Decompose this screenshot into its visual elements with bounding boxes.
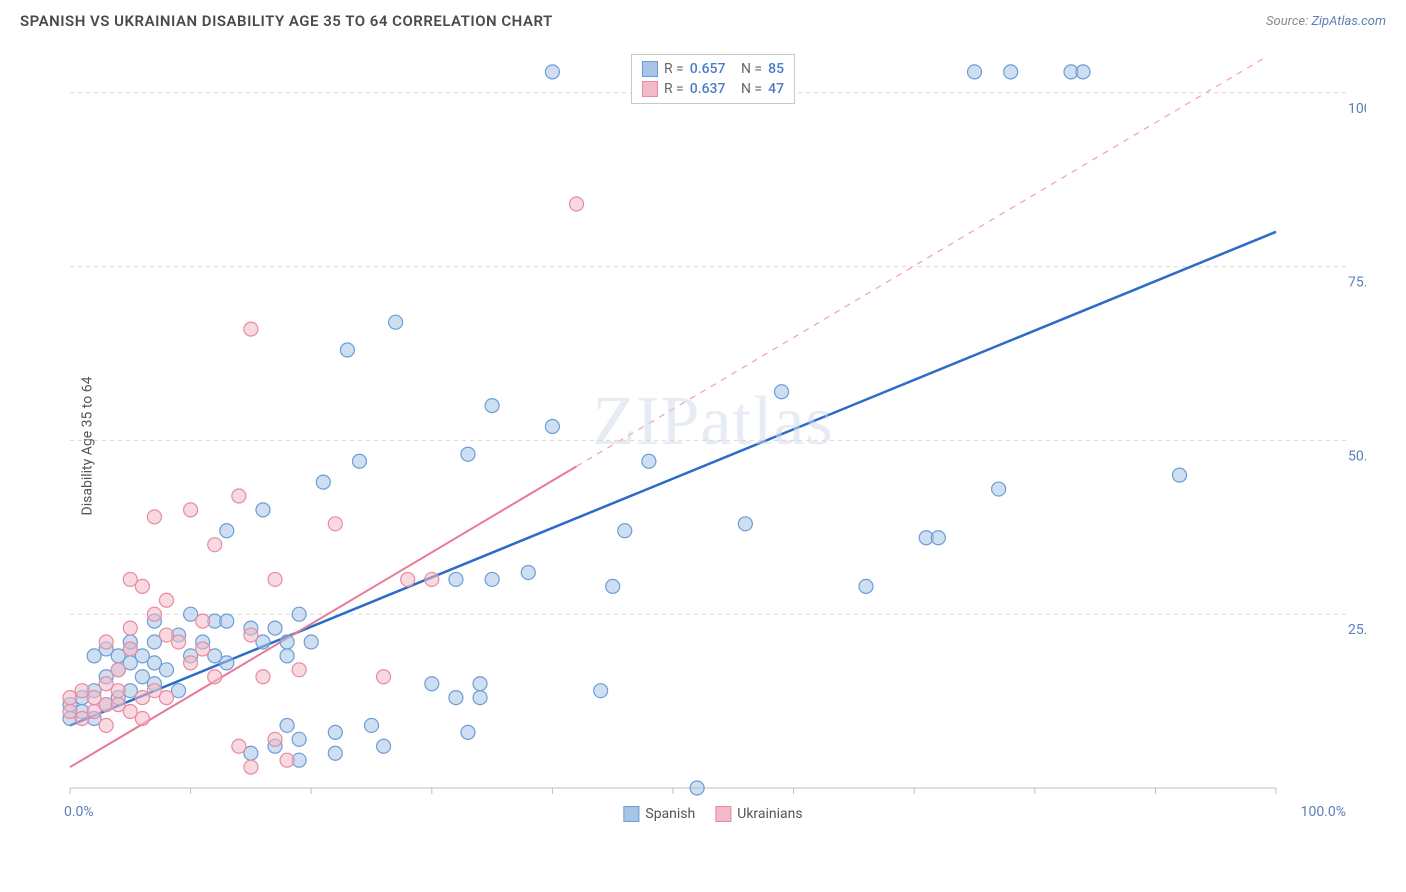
chart-header: SPANISH VS UKRAINIAN DISABILITY AGE 35 T… [0,0,1406,38]
svg-text:25.0%: 25.0% [1348,622,1366,638]
source-link[interactable]: ZipAtlas.com [1311,14,1386,29]
legend-swatch [715,806,731,822]
svg-text:100.0%: 100.0% [1301,804,1346,820]
correlation-legend-row: R = 0.637 N = 47 [642,79,784,99]
legend-swatch [642,81,658,97]
chart-container: 25.0%50.0%75.0%100.0%0.0%100.0% ZIPatlas… [60,48,1366,828]
correlation-legend: R = 0.657 N = 85 R = 0.637 N = 47 [631,54,795,104]
svg-text:100.0%: 100.0% [1348,101,1366,117]
svg-text:75.0%: 75.0% [1348,275,1366,291]
correlation-legend-row: R = 0.657 N = 85 [642,59,784,79]
legend-swatch [642,61,658,77]
series-legend-item: Spanish [623,806,695,822]
scatter-chart: 25.0% 50.0% 75.0% 100.0% 0.0% 100.0% [60,48,1366,828]
svg-text:50.0%: 50.0% [1348,448,1366,464]
svg-text:0.0%: 0.0% [64,804,94,820]
source-attribution: Source: ZipAtlas.com [1266,14,1386,29]
chart-title: SPANISH VS UKRAINIAN DISABILITY AGE 35 T… [20,12,553,30]
series-legend: Spanish Ukrainians [623,806,802,822]
legend-swatch [623,806,639,822]
series-legend-item: Ukrainians [715,806,802,822]
